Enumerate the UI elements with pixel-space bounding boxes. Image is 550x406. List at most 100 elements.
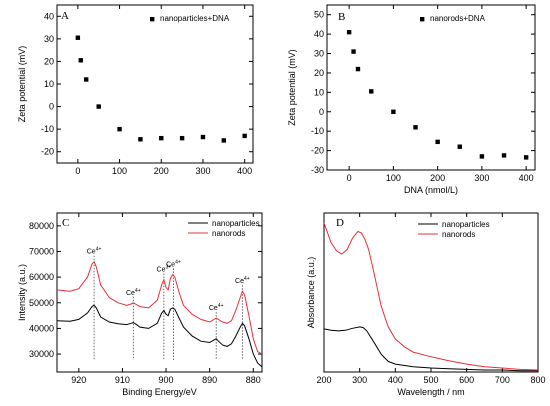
panel-c-x-tick-label: 890 [202,375,217,385]
panel-b-x-tick-label: 100 [386,173,401,183]
panel-a-chart: A 0 100 200 300 400 -20 -10 0 10 20 30 40 Zeta poten… [17,4,254,176]
panel-d-x-tick-label: 800 [530,375,545,385]
panel-a-data-point [117,126,122,132]
panel-b-y-tick-label: 40 [314,29,324,39]
panel-c-legend-label: nanorods [212,229,245,238]
panel-a-letter: A [61,10,69,22]
panel-b-y-tick-label: 50 [314,10,324,20]
panel-b-y-axis-title: Zeta potential (mV) [287,49,297,126]
panel-b-y-tick-label: -10 [311,126,324,136]
panel-b-y-tick-label: -20 [311,146,324,156]
panel-c-y-tick-label: 70000 [29,246,54,256]
panel-b-data-point [435,139,440,145]
panel-b-x-axis-title: DNA (nmol/L) [404,185,458,195]
panel-a-y-tick-label: 40 [44,11,54,21]
panel-d-x-tick-label: 700 [495,375,510,385]
panel-a-y-tick-label: -10 [41,124,54,134]
panel-a-x-tick-label: 200 [154,166,169,176]
panel-a-x-tick-label: 0 [75,166,80,176]
panel-b-data-point [391,109,396,114]
panel-b-legend-label: nanorods+DNA [430,14,486,23]
panel-d-legend-label: nanorods [442,230,475,239]
panel-c-letter: C [62,217,69,229]
panel-d-letter: D [336,217,344,229]
panel-a-data-point [221,138,227,143]
panel-d-x-tick-label: 500 [423,375,438,385]
panel-c-annotation-oxidation-state: 3+ [165,265,171,271]
panel-a-y-tick-label: 30 [44,34,54,44]
panel-b-y-tick-label: 30 [314,49,324,59]
panel-a-legend-label: nanoparticles+DNA [160,14,230,23]
panel-a-data-point [96,104,101,109]
panel-b-data-point [413,125,418,130]
panel-a-y-tick-label: 0 [49,102,54,112]
panel-b-chart: B 0 100 200 300 400 -30 -20 -10 0 10 20 30 40 50 DNA (… [287,4,536,195]
panel-b-y-tick-label: 0 [319,107,324,117]
panel-a-data-point [78,58,83,63]
panel-a-x-tick-label: 300 [195,166,210,176]
panel-b-x-tick-label: 0 [347,173,352,183]
panel-b-data-point [369,89,374,94]
panel-a-legend-marker [150,17,155,22]
panel-c-series-line-a [56,304,263,368]
panel-c-annotation-label: Ce3+ [157,265,172,274]
panel-a-x-tick-label: 400 [237,166,252,176]
panel-c-y-tick-label: 40000 [29,323,54,333]
panel-c-y-axis-title: Intensity (a.u.) [17,264,27,321]
panel-a-data-point [179,135,185,141]
panel-c-x-tick-label: 880 [246,375,261,385]
panel-a-data-point [242,133,247,139]
panel-a-y-tick-label: 10 [44,79,54,89]
panel-c-x-axis-title: Binding Energy/eV [122,387,197,397]
panel-c-annotation-oxidation-state: 4+ [96,247,102,253]
panel-c-annotation-label: Ce4+ [235,276,250,285]
panel-c-annotation-element: Ce [235,278,244,285]
panel-c-y-tick-label: 80000 [29,221,54,231]
panel-a-x-tick-label: 100 [112,166,127,176]
panel-d-x-tick-label: 300 [352,375,367,385]
panel-d-chart: D 200 300 400 500 600 700 800 Wavelength / nm Ab… [306,212,546,397]
panel-a-data-point [159,135,164,141]
panel-b-plot-frame [326,4,536,171]
panel-a-y-tick-label: 20 [44,56,54,66]
panel-d-series-line-b [323,222,539,371]
panel-d-x-tick-label: 600 [459,375,474,385]
panel-d-plot-frame [323,212,539,373]
panel-c-legend-label: nanoparticles [212,219,260,228]
panel-c-annotation-label: Ce4+ [209,303,224,312]
panel-b-y-tick-label: -30 [311,165,324,175]
panel-b-data-point [457,144,462,149]
panel-c-y-tick-label: 30000 [29,349,54,359]
panel-d-x-axis-title: Wavelength / nm [397,387,464,397]
panel-a-y-tick-label: -20 [41,147,54,157]
panel-b-data-point [355,66,361,72]
panel-c-annotation-label: Ce4+ [166,260,181,269]
panel-c-y-tick-label: 50000 [29,298,54,308]
panel-c-x-tick-label: 920 [71,375,86,385]
panel-c-annotation-oxidation-state: 4+ [135,288,141,294]
panel-c-annotation-oxidation-state: 4+ [244,276,250,282]
panel-b-y-tick-label: 20 [314,68,324,78]
panel-b-x-tick-label: 400 [519,173,534,183]
panel-b-data-point [523,155,529,160]
panel-c-plot-frame [56,212,263,373]
panel-c-x-tick-label: 900 [159,375,174,385]
panel-a-data-point [75,35,81,40]
panel-c-annotation-label: Ce4+ [87,247,102,256]
panel-a-data-point [138,137,143,142]
panel-a-data-point [83,77,89,82]
panel-a-data-point [200,134,206,140]
panel-b-letter: B [338,11,345,23]
panel-b-legend-marker [420,17,425,22]
panel-b-data-point [479,154,485,159]
panel-c-annotation-element: Ce [209,305,218,312]
panel-d-x-tick-label: 200 [316,375,331,385]
panel-c-series-line-b [56,260,263,355]
panel-c-annotation-label: Ce4+ [126,288,141,297]
panel-c-annotation-oxidation-state: 4+ [175,260,181,266]
panel-c-annotation-element: Ce [87,249,96,256]
panel-b-y-tick-label: 10 [314,87,324,97]
panel-c-annotation-oxidation-state: 4+ [218,303,224,309]
panel-b-data-point [501,153,507,158]
